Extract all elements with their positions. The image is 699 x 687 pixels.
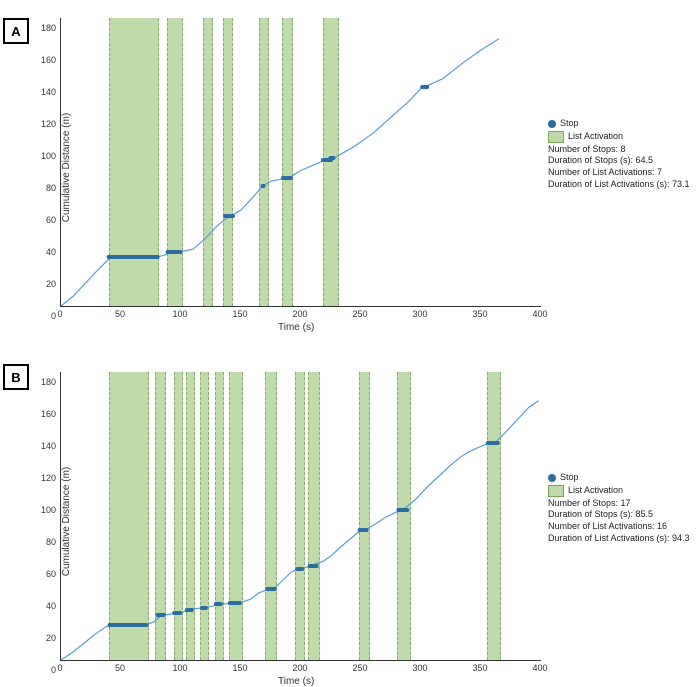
x-tick: 250 <box>352 309 367 319</box>
y-tick: 120 <box>32 473 56 483</box>
y-tick: 120 <box>32 119 56 129</box>
legend-activation-label: List Activation <box>568 485 623 497</box>
legend-stat: Duration of Stops (s): 85.5 <box>548 509 690 521</box>
x-tick: 400 <box>532 309 547 319</box>
stop-marker <box>185 608 193 612</box>
activation-icon <box>548 131 564 143</box>
legend-stop: Stop <box>548 472 690 484</box>
y-tick: 60 <box>32 215 56 225</box>
y-tick: 160 <box>32 55 56 65</box>
x-tick: 100 <box>172 309 187 319</box>
stop-icon <box>548 120 556 128</box>
x-tick: 300 <box>412 663 427 673</box>
distance-line <box>61 18 541 306</box>
stop-marker <box>396 508 409 512</box>
panel-label-a: A <box>3 18 29 44</box>
y-tick: 100 <box>32 505 56 515</box>
x-tick: 350 <box>472 309 487 319</box>
legend-stat: Number of List Activations: 7 <box>548 167 690 179</box>
legend-activation-label: List Activation <box>568 131 623 143</box>
x-axis-label: Time (s) <box>278 322 314 333</box>
x-tick: 50 <box>115 309 125 319</box>
y-tick: 100 <box>32 151 56 161</box>
stop-icon <box>548 474 556 482</box>
y-tick: 40 <box>32 247 56 257</box>
stop-marker <box>281 176 293 180</box>
y-tick: 0 <box>32 311 56 321</box>
legend-stop: Stop <box>548 118 690 130</box>
x-tick: 50 <box>115 663 125 673</box>
y-tick: 40 <box>32 601 56 611</box>
stop-marker <box>358 528 369 532</box>
stop-marker <box>228 601 242 605</box>
stop-marker <box>266 587 277 591</box>
y-axis-label: Cumulative Distance (m) <box>61 113 72 222</box>
legend-stat: Duration of List Activations (s): 73.1 <box>548 179 690 191</box>
y-tick: 20 <box>32 279 56 289</box>
plot-area-b <box>60 372 541 661</box>
legend-stop-label: Stop <box>560 118 579 130</box>
legend-stat: Number of Stops: 8 <box>548 144 690 156</box>
y-tick: 180 <box>32 23 56 33</box>
x-tick: 250 <box>352 663 367 673</box>
stop-marker <box>420 85 430 89</box>
stop-marker <box>295 567 305 571</box>
legend-stat: Number of List Activations: 16 <box>548 521 690 533</box>
legend-block: StopList ActivationNumber of Stops: 17Du… <box>548 472 690 544</box>
y-tick: 80 <box>32 537 56 547</box>
activation-icon <box>548 485 564 497</box>
y-tick: 0 <box>32 665 56 675</box>
x-tick: 100 <box>172 663 187 673</box>
x-tick: 200 <box>292 663 307 673</box>
stop-marker <box>486 441 500 445</box>
y-tick: 80 <box>32 183 56 193</box>
legend-stat: Number of Stops: 17 <box>548 498 690 510</box>
stop-marker <box>165 250 182 254</box>
x-tick: 0 <box>57 663 62 673</box>
y-tick: 140 <box>32 441 56 451</box>
x-axis-label: Time (s) <box>278 676 314 687</box>
legend-stat: Duration of List Activations (s): 94.3 <box>548 533 690 545</box>
y-axis-label: Cumulative Distance (m) <box>61 467 72 576</box>
stop-marker <box>108 623 149 627</box>
stop-marker <box>260 184 265 188</box>
legend-stop-label: Stop <box>560 472 579 484</box>
stop-marker <box>155 613 166 617</box>
legend-activation: List Activation <box>548 131 690 143</box>
y-tick: 180 <box>32 377 56 387</box>
panel-label-b: B <box>3 364 29 390</box>
y-tick: 160 <box>32 409 56 419</box>
legend-stat: Duration of Stops (s): 64.5 <box>548 155 690 167</box>
x-tick: 0 <box>57 309 62 319</box>
distance-line <box>61 372 541 660</box>
x-tick: 400 <box>532 663 547 673</box>
y-tick: 20 <box>32 633 56 643</box>
y-tick: 60 <box>32 569 56 579</box>
stop-marker <box>308 564 319 568</box>
stop-marker <box>329 156 336 160</box>
x-tick: 200 <box>292 309 307 319</box>
stop-marker <box>173 611 183 615</box>
x-tick: 150 <box>232 663 247 673</box>
legend-activation: List Activation <box>548 485 690 497</box>
plot-area-a <box>60 18 541 307</box>
legend-block: StopList ActivationNumber of Stops: 8Dur… <box>548 118 690 190</box>
x-tick: 150 <box>232 309 247 319</box>
stop-marker <box>107 255 160 259</box>
x-tick: 300 <box>412 309 427 319</box>
x-tick: 350 <box>472 663 487 673</box>
y-tick: 140 <box>32 87 56 97</box>
stop-marker <box>223 214 235 218</box>
stop-marker <box>214 602 222 606</box>
stop-marker <box>200 606 208 610</box>
